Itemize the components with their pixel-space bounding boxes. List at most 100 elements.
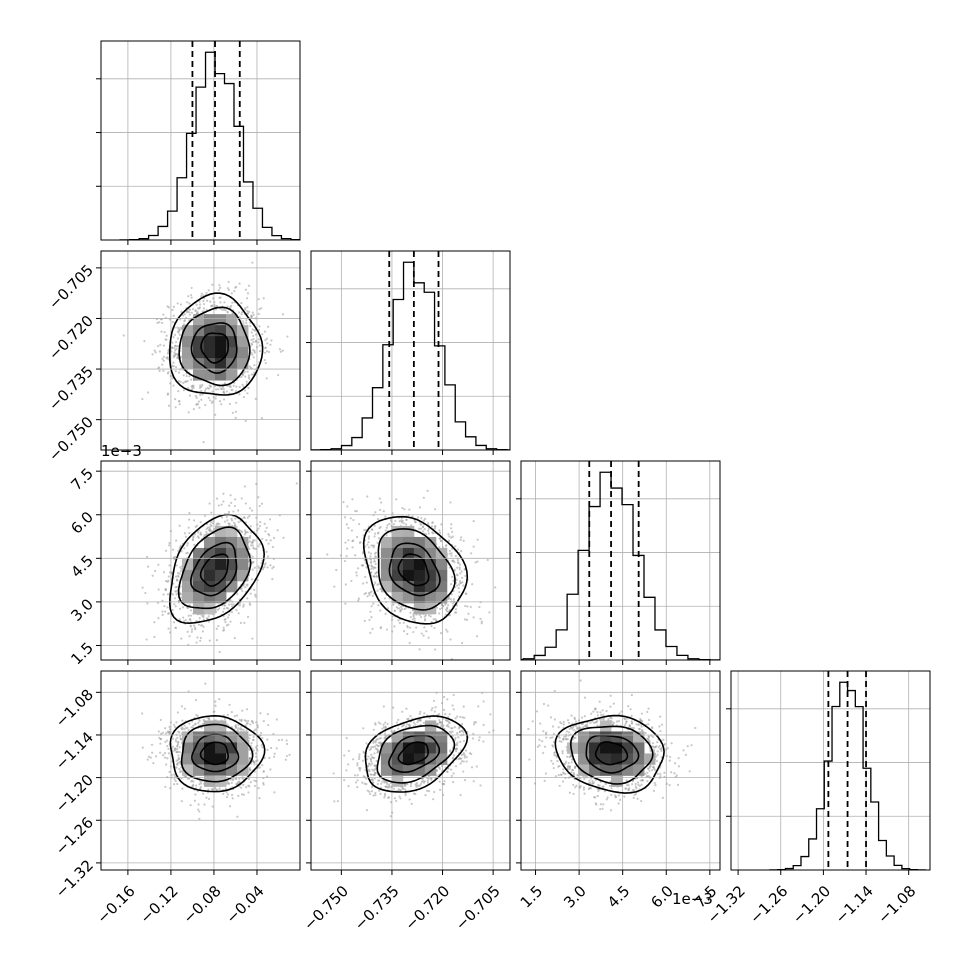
scatter-point [231, 388, 234, 391]
density-cell [182, 347, 194, 359]
scatter-point [416, 721, 419, 724]
scatter-point [635, 723, 638, 726]
scatter-point [166, 580, 169, 583]
scatter-point [262, 720, 265, 723]
scatter-point [257, 341, 260, 344]
scatter-point [395, 498, 398, 501]
scatter-point [258, 350, 262, 353]
scatter-point [266, 738, 269, 741]
density-cell [237, 536, 249, 549]
scatter-point [282, 536, 285, 539]
scatter-point [459, 572, 462, 575]
scatter-point [561, 750, 564, 753]
scatter-point [450, 774, 453, 778]
scatter-point [464, 604, 467, 608]
density-cell [402, 558, 415, 571]
scatter-point [193, 533, 197, 536]
scatter-point [396, 607, 399, 610]
scatter-point [373, 535, 376, 538]
scatter-point [226, 723, 229, 726]
scatter-point [452, 780, 455, 784]
scatter-point [694, 726, 697, 730]
scatter-point [179, 734, 182, 738]
scatter-point [418, 719, 421, 722]
scatter-point [188, 375, 191, 378]
scatter-point [196, 636, 199, 639]
scatter-point [246, 306, 249, 309]
density-cell [589, 742, 601, 754]
scatter-point [369, 773, 372, 776]
scatter-point [201, 393, 204, 396]
scatter-point [333, 585, 336, 588]
scatter-point [245, 319, 248, 322]
scatter-point [197, 307, 200, 310]
scatter-point [379, 741, 382, 744]
scatter-point [370, 564, 373, 567]
scatter-point [612, 721, 615, 724]
scatter-point [252, 546, 255, 549]
density-cell [182, 336, 194, 348]
scatter-point [347, 526, 350, 530]
scatter-point [411, 609, 414, 612]
scatter-point [562, 737, 565, 740]
scatter-point [271, 545, 274, 549]
scatter-point [209, 399, 212, 402]
scatter-point [258, 325, 261, 328]
scatter-point [425, 630, 428, 633]
scatter-point [189, 609, 193, 612]
scatter-point [281, 349, 284, 352]
density-cell [204, 358, 216, 370]
scatter-point [166, 593, 169, 596]
scatter-point [434, 525, 437, 528]
scatter-point [410, 802, 413, 805]
scatter-point [344, 602, 347, 605]
scatter-point [449, 583, 453, 586]
scatter-point [178, 607, 182, 610]
scatter-point [210, 305, 213, 308]
scatter-point [239, 728, 242, 731]
density-cell [413, 569, 426, 582]
scatter-point [433, 790, 436, 794]
scatter-point [218, 296, 221, 299]
scatter-point [620, 710, 623, 713]
density-cell [567, 742, 579, 754]
scatter-point [378, 508, 382, 512]
scatter-point [573, 773, 576, 776]
scatter-point [252, 561, 255, 564]
scatter-point [356, 535, 359, 539]
scatter-point [176, 302, 179, 305]
scatter-point [232, 603, 235, 606]
scatter-point [226, 793, 229, 796]
contour-2 [178, 306, 251, 387]
scatter-point [198, 300, 201, 303]
density-cell [182, 731, 194, 743]
scatter-point [347, 785, 350, 788]
scatter-point [237, 723, 240, 727]
density-cell [633, 753, 645, 765]
scatter-point [252, 735, 255, 739]
scatter-point [237, 311, 241, 314]
scatter-point [267, 542, 270, 545]
scatter-point [558, 764, 561, 768]
scatter-point [214, 610, 218, 614]
scatter-point [176, 782, 179, 786]
scatter-point [243, 389, 247, 392]
scatter-point [194, 394, 197, 398]
scatter-point [367, 755, 370, 758]
scatter-point [371, 565, 374, 569]
scatter-point [370, 745, 373, 749]
y-tick-label: 1.5 [67, 639, 97, 669]
scatter-point [214, 787, 217, 790]
x-offset-label: 1e−3 [672, 890, 713, 908]
density-cell [204, 720, 216, 732]
density-cell [226, 731, 238, 743]
scatter-point [284, 758, 287, 761]
scatter-point [371, 528, 374, 531]
scatter-point [259, 712, 262, 715]
scatter-point [174, 779, 177, 783]
scatter-point [479, 617, 482, 620]
scatter-point [355, 574, 358, 577]
scatter-point [599, 711, 602, 714]
scatter-point [383, 737, 386, 740]
scatter-point [265, 337, 269, 340]
